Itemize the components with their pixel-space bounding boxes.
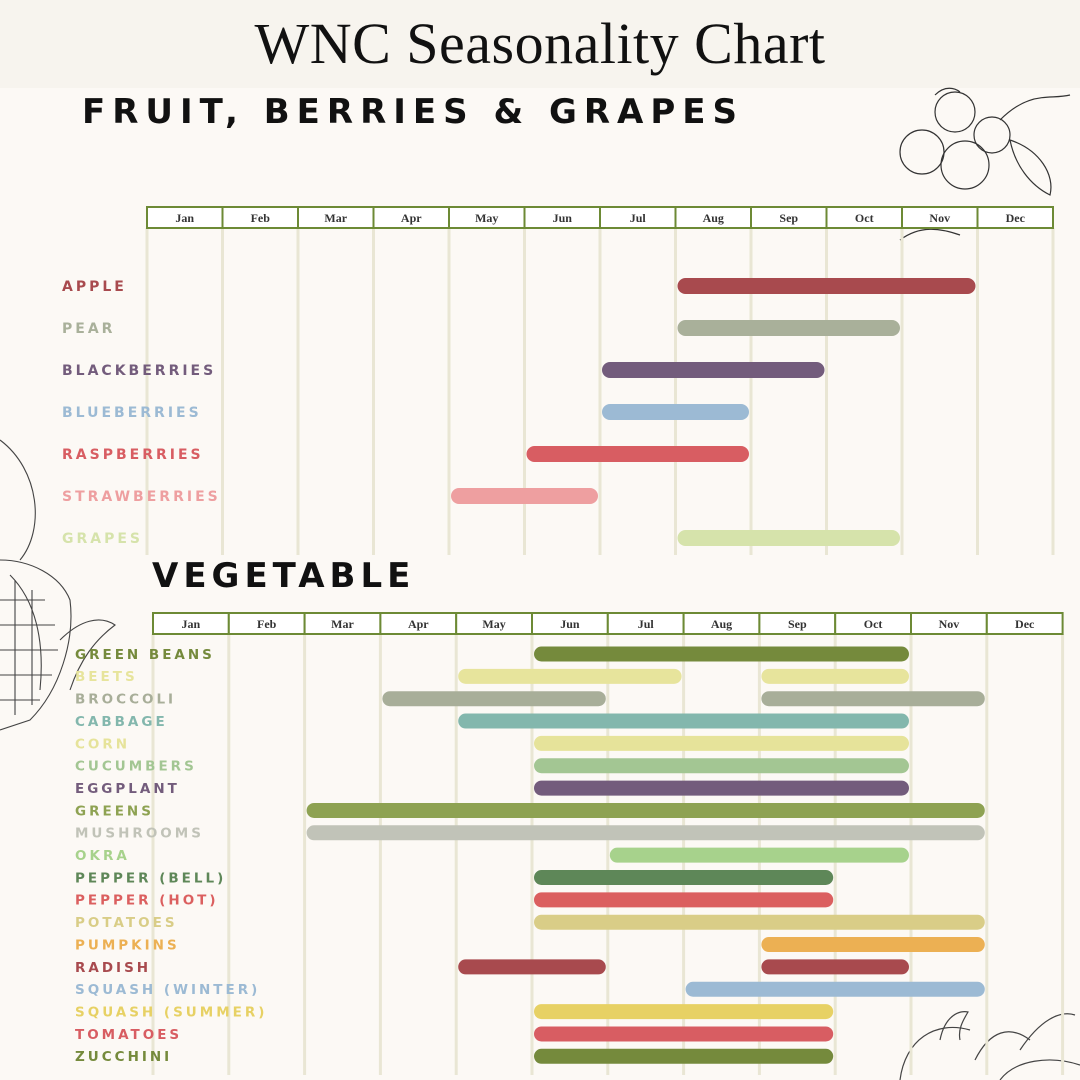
fruit-section-title: FRUIT, BERRIES & GRAPES (82, 92, 744, 132)
fruit-season-bar (677, 278, 976, 294)
title-band (0, 0, 1080, 88)
veg-season-bar (685, 981, 985, 997)
veg-row-label: PUMPKINS (75, 937, 180, 953)
veg-row-label: SQUASH (SUMMER) (75, 1004, 267, 1020)
page-title: WNC Seasonality Chart (254, 11, 826, 76)
fruit-month-label: May (475, 211, 498, 225)
fruit-month-label: Nov (929, 211, 950, 225)
veg-season-bar (761, 691, 985, 707)
veg-season-bar (534, 1048, 834, 1064)
veg-season-bar (761, 959, 909, 975)
veg-season-bar (534, 1026, 834, 1042)
veg-season-bar (534, 780, 909, 796)
fruit-month-label: Jun (553, 211, 573, 225)
veg-row-label: POTATOES (75, 915, 178, 931)
veg-season-bar (382, 691, 606, 707)
veg-month-label: May (482, 617, 505, 631)
veg-row-label: MUSHROOMS (75, 826, 204, 842)
veg-row-label: ZUCCHINI (75, 1049, 172, 1065)
fruit-month-label: Feb (251, 211, 271, 225)
fruit-season-bar (602, 404, 749, 420)
fruit-season-bar (602, 362, 825, 378)
veg-row-label: CUCUMBERS (75, 759, 197, 775)
veg-row-label: SQUASH (WINTER) (75, 982, 260, 998)
veg-season-bar (609, 847, 909, 863)
fruit-row-label: RASPBERRIES (62, 447, 204, 463)
veg-season-bar (761, 668, 909, 684)
fruit-month-cell (976, 206, 1054, 229)
veg-month-cell (985, 612, 1064, 635)
veg-season-bar (534, 735, 909, 751)
fruit-row-label: BLUEBERRIES (62, 405, 202, 421)
fruit-row-label: GRAPES (62, 531, 143, 547)
fruit-month-label: Oct (855, 211, 874, 225)
veg-row-label: GREENS (75, 803, 154, 819)
veg-row-label: CORN (75, 736, 130, 752)
fruit-row-label: STRAWBERRIES (62, 489, 221, 505)
veg-month-label: Apr (408, 617, 429, 631)
fruit-month-label: Sep (779, 211, 798, 225)
veg-row-label: PEPPER (HOT) (75, 893, 219, 909)
veg-month-label: Dec (1015, 617, 1035, 631)
veg-season-bar (534, 758, 909, 774)
veg-month-label: Jul (638, 617, 655, 631)
veg-season-bar (534, 914, 985, 930)
veg-season-bar (534, 1004, 834, 1020)
berries-illustration (899, 87, 1071, 241)
veg-season-bar (458, 713, 909, 729)
veg-season-bar (306, 825, 985, 841)
veg-month-label: Jun (560, 617, 580, 631)
veg-season-bar (534, 870, 834, 885)
fruit-season-bar (526, 446, 749, 462)
veg-month-label: Feb (257, 617, 277, 631)
veg-season-bar (458, 668, 682, 684)
veg-row-label: EGGPLANT (75, 781, 180, 797)
veg-row-label: RADISH (75, 960, 151, 976)
fruit-month-label: Mar (324, 211, 347, 225)
fruit-month-label: Apr (401, 211, 422, 225)
veg-season-bar (306, 802, 985, 818)
corn-illustration (0, 439, 116, 731)
fruit-season-bar (677, 530, 900, 546)
veg-row-label: PEPPER (BELL) (75, 870, 226, 886)
fruit-month-label: Dec (1006, 211, 1026, 225)
veg-month-label: Mar (331, 617, 354, 631)
fruit-chart: Jan Feb Mar Apr May Jun Jul Aug Sep Oct Nov Dec APPL… (62, 206, 1055, 555)
veg-season-bar (458, 959, 606, 975)
veg-season-bar (534, 892, 834, 908)
veg-month-label: Sep (788, 617, 807, 631)
veg-chart: Jan Feb Mar Apr May Jun Jul Aug Sep Oct Nov Dec GREE… (75, 612, 1065, 1075)
veg-season-bar (534, 646, 909, 662)
fruit-season-bar (677, 320, 900, 336)
veg-row-label: BEETS (75, 669, 138, 685)
veg-month-label: Aug (711, 617, 732, 631)
veg-row-label: GREEN BEANS (75, 647, 215, 663)
fruit-row-label: PEAR (62, 321, 115, 337)
fruit-month-label: Jul (630, 211, 647, 225)
vegetable-section-title: VEGETABLE (152, 556, 416, 596)
veg-row-label: OKRA (75, 848, 130, 864)
veg-month-label: Oct (864, 617, 883, 631)
veg-season-bar (761, 937, 985, 953)
fruit-row-label: APPLE (62, 279, 127, 295)
fruit-month-label: Aug (703, 211, 724, 225)
fruit-row-label: BLACKBERRIES (62, 363, 216, 379)
tomato-illustration (899, 1011, 1080, 1080)
veg-row-label: TOMATOES (75, 1027, 182, 1043)
veg-row-label: BROCCOLI (75, 692, 176, 708)
veg-month-label: Jan (182, 617, 201, 631)
veg-row-label: CABBAGE (75, 714, 168, 730)
fruit-season-bar (451, 488, 598, 504)
veg-month-label: Nov (939, 617, 960, 631)
fruit-month-label: Jan (175, 211, 194, 225)
